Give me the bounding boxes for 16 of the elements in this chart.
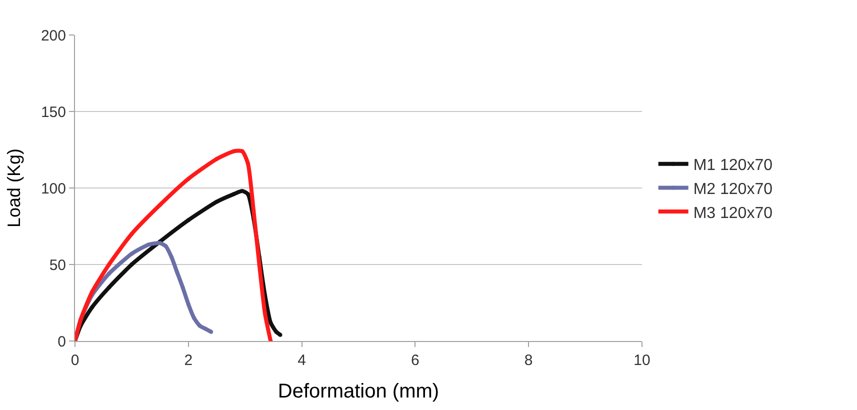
x-tick-label: 10: [634, 352, 650, 369]
x-tick-label: 0: [70, 352, 80, 369]
legend-label: M3 120x70: [693, 204, 773, 222]
x-tick-label: 8: [524, 352, 533, 369]
x-tick-label: 2: [184, 352, 193, 369]
x-tick-label: 6: [411, 352, 420, 369]
y-tick-label: 200: [40, 27, 66, 44]
legend-label: M1 120x70: [693, 157, 773, 174]
y-tick-label: 0: [58, 333, 66, 350]
x-tick-label: 4: [298, 352, 306, 369]
x-axis-title: Deformation (mm): [278, 380, 440, 402]
y-tick-label: 100: [40, 180, 66, 198]
y-tick-label: 50: [49, 256, 66, 274]
legend-label: M2 120x70: [693, 180, 773, 198]
y-axis-title: Load (Kg): [4, 148, 24, 228]
y-tick-label: 150: [40, 104, 66, 121]
